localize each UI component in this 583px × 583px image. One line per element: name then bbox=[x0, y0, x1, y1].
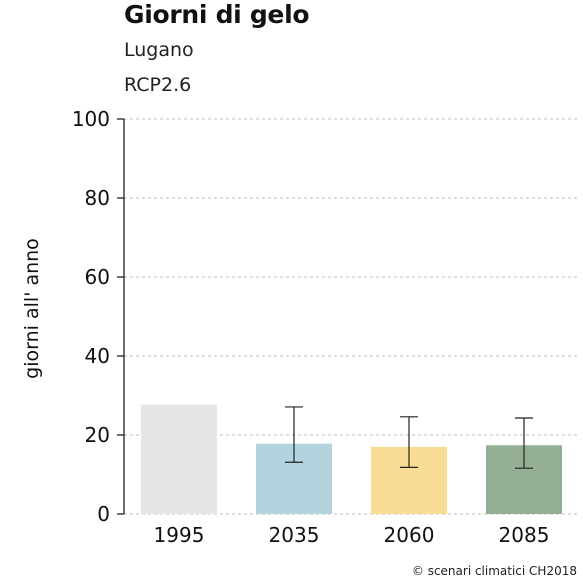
x-tick-label-2060: 2060 bbox=[384, 523, 435, 547]
bar-1995 bbox=[141, 404, 217, 514]
x-tick-label-1995: 1995 bbox=[154, 523, 205, 547]
y-tick-label-80: 80 bbox=[85, 186, 110, 210]
chart-title: Giorni di gelo bbox=[124, 0, 310, 29]
y-tick-label-100: 100 bbox=[72, 107, 110, 131]
x-tick-label-2035: 2035 bbox=[269, 523, 320, 547]
y-tick-label-20: 20 bbox=[85, 423, 110, 447]
x-ticks: 1995 2035 2060 2085 bbox=[154, 523, 550, 547]
y-tick-label-60: 60 bbox=[85, 265, 110, 289]
y-tick-label-40: 40 bbox=[85, 344, 110, 368]
credit-text: © scenari climatici CH2018 bbox=[411, 564, 577, 578]
error-bars bbox=[285, 406, 533, 469]
chart-subtitle-location: Lugano bbox=[124, 39, 194, 61]
y-axis-label: giorni all' anno bbox=[21, 238, 43, 379]
chart-subtitle-scenario: RCP2.6 bbox=[124, 74, 192, 96]
y-tick-label-0: 0 bbox=[97, 502, 110, 526]
bars bbox=[141, 404, 562, 514]
y-ticks: 0 20 40 60 80 100 bbox=[72, 107, 124, 526]
x-tick-label-2085: 2085 bbox=[499, 523, 550, 547]
